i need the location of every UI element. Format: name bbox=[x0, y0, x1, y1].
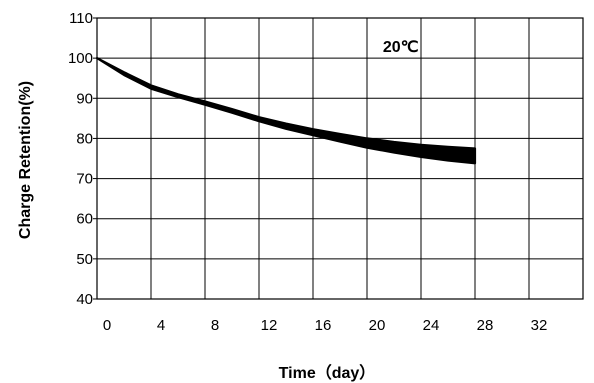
x-tick-label: 16 bbox=[315, 317, 332, 334]
y-tick-label: 90 bbox=[76, 90, 93, 107]
x-tick-label: 28 bbox=[477, 317, 494, 334]
x-tick-label: 0 bbox=[103, 317, 111, 334]
retention-band bbox=[95, 57, 477, 165]
grid bbox=[93, 17, 583, 300]
series-band bbox=[95, 57, 477, 165]
y-tick-labels: 40 50 60 70 80 90 100 110 bbox=[68, 10, 93, 308]
y-tick-label: 70 bbox=[76, 171, 93, 188]
plot-frame bbox=[96, 17, 584, 300]
y-tick-label: 110 bbox=[69, 10, 93, 27]
y-tick-label: 80 bbox=[76, 130, 93, 147]
x-tick-label: 4 bbox=[157, 317, 165, 334]
x-tick-label: 12 bbox=[261, 317, 278, 334]
x-tick-label: 24 bbox=[423, 317, 440, 334]
y-tick-label: 60 bbox=[76, 211, 93, 228]
y-axis-label: Charge Retention(%) bbox=[17, 81, 34, 239]
x-tick-label: 20 bbox=[369, 317, 386, 334]
x-tick-label: 32 bbox=[531, 317, 548, 334]
y-tick-label: 40 bbox=[76, 291, 93, 308]
x-tick-labels: 0 4 8 12 16 20 24 28 32 bbox=[103, 317, 548, 334]
temperature-annotation: 20℃ bbox=[383, 39, 419, 56]
y-tick-label: 100 bbox=[68, 50, 93, 67]
x-tick-label: 8 bbox=[211, 317, 219, 334]
y-tick-label: 50 bbox=[76, 251, 93, 268]
x-axis-label: Time（day） bbox=[279, 364, 376, 382]
